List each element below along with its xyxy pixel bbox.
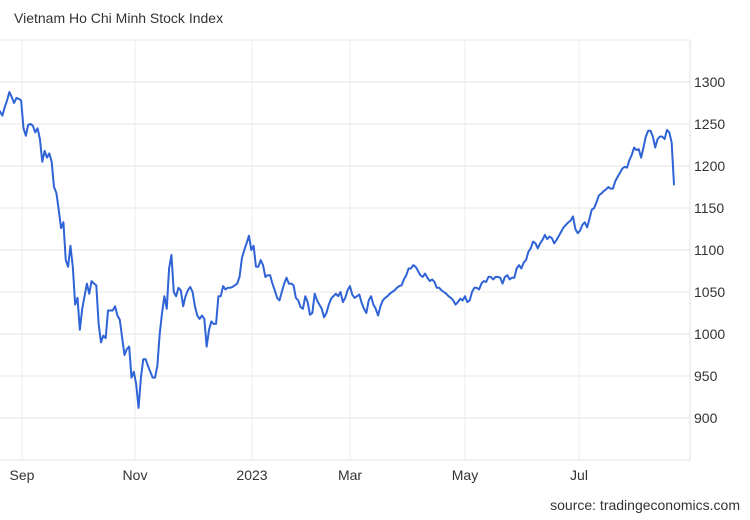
y-tick-label: 1200 [694,158,725,174]
x-tick-label: May [452,467,478,483]
x-tick-label: Sep [10,467,35,483]
y-tick-label: 1050 [694,284,725,300]
source-note: source: tradingeconomics.com [550,497,740,513]
y-tick-label: 1300 [694,74,725,90]
chart-title: Vietnam Ho Chi Minh Stock Index [14,10,224,26]
x-tick-label: 2023 [236,467,267,483]
y-tick-label: 950 [694,368,718,384]
y-tick-label: 1250 [694,116,725,132]
x-tick-label: Mar [338,467,362,483]
axes [0,40,691,461]
y-tick-label: 1000 [694,326,725,342]
y-tick-label: 900 [694,410,718,426]
x-tick-label: Nov [123,467,148,483]
x-tick-label: Jul [570,467,588,483]
gridlines [0,39,690,460]
series-layer [0,91,675,409]
y-tick-label: 1100 [694,242,724,258]
tick-labels: 1300 1250 1200 1150 1100 1050 1000 950 900 Sep Nov… [10,74,726,483]
y-tick-label: 1150 [694,200,724,216]
series-line [0,91,675,409]
